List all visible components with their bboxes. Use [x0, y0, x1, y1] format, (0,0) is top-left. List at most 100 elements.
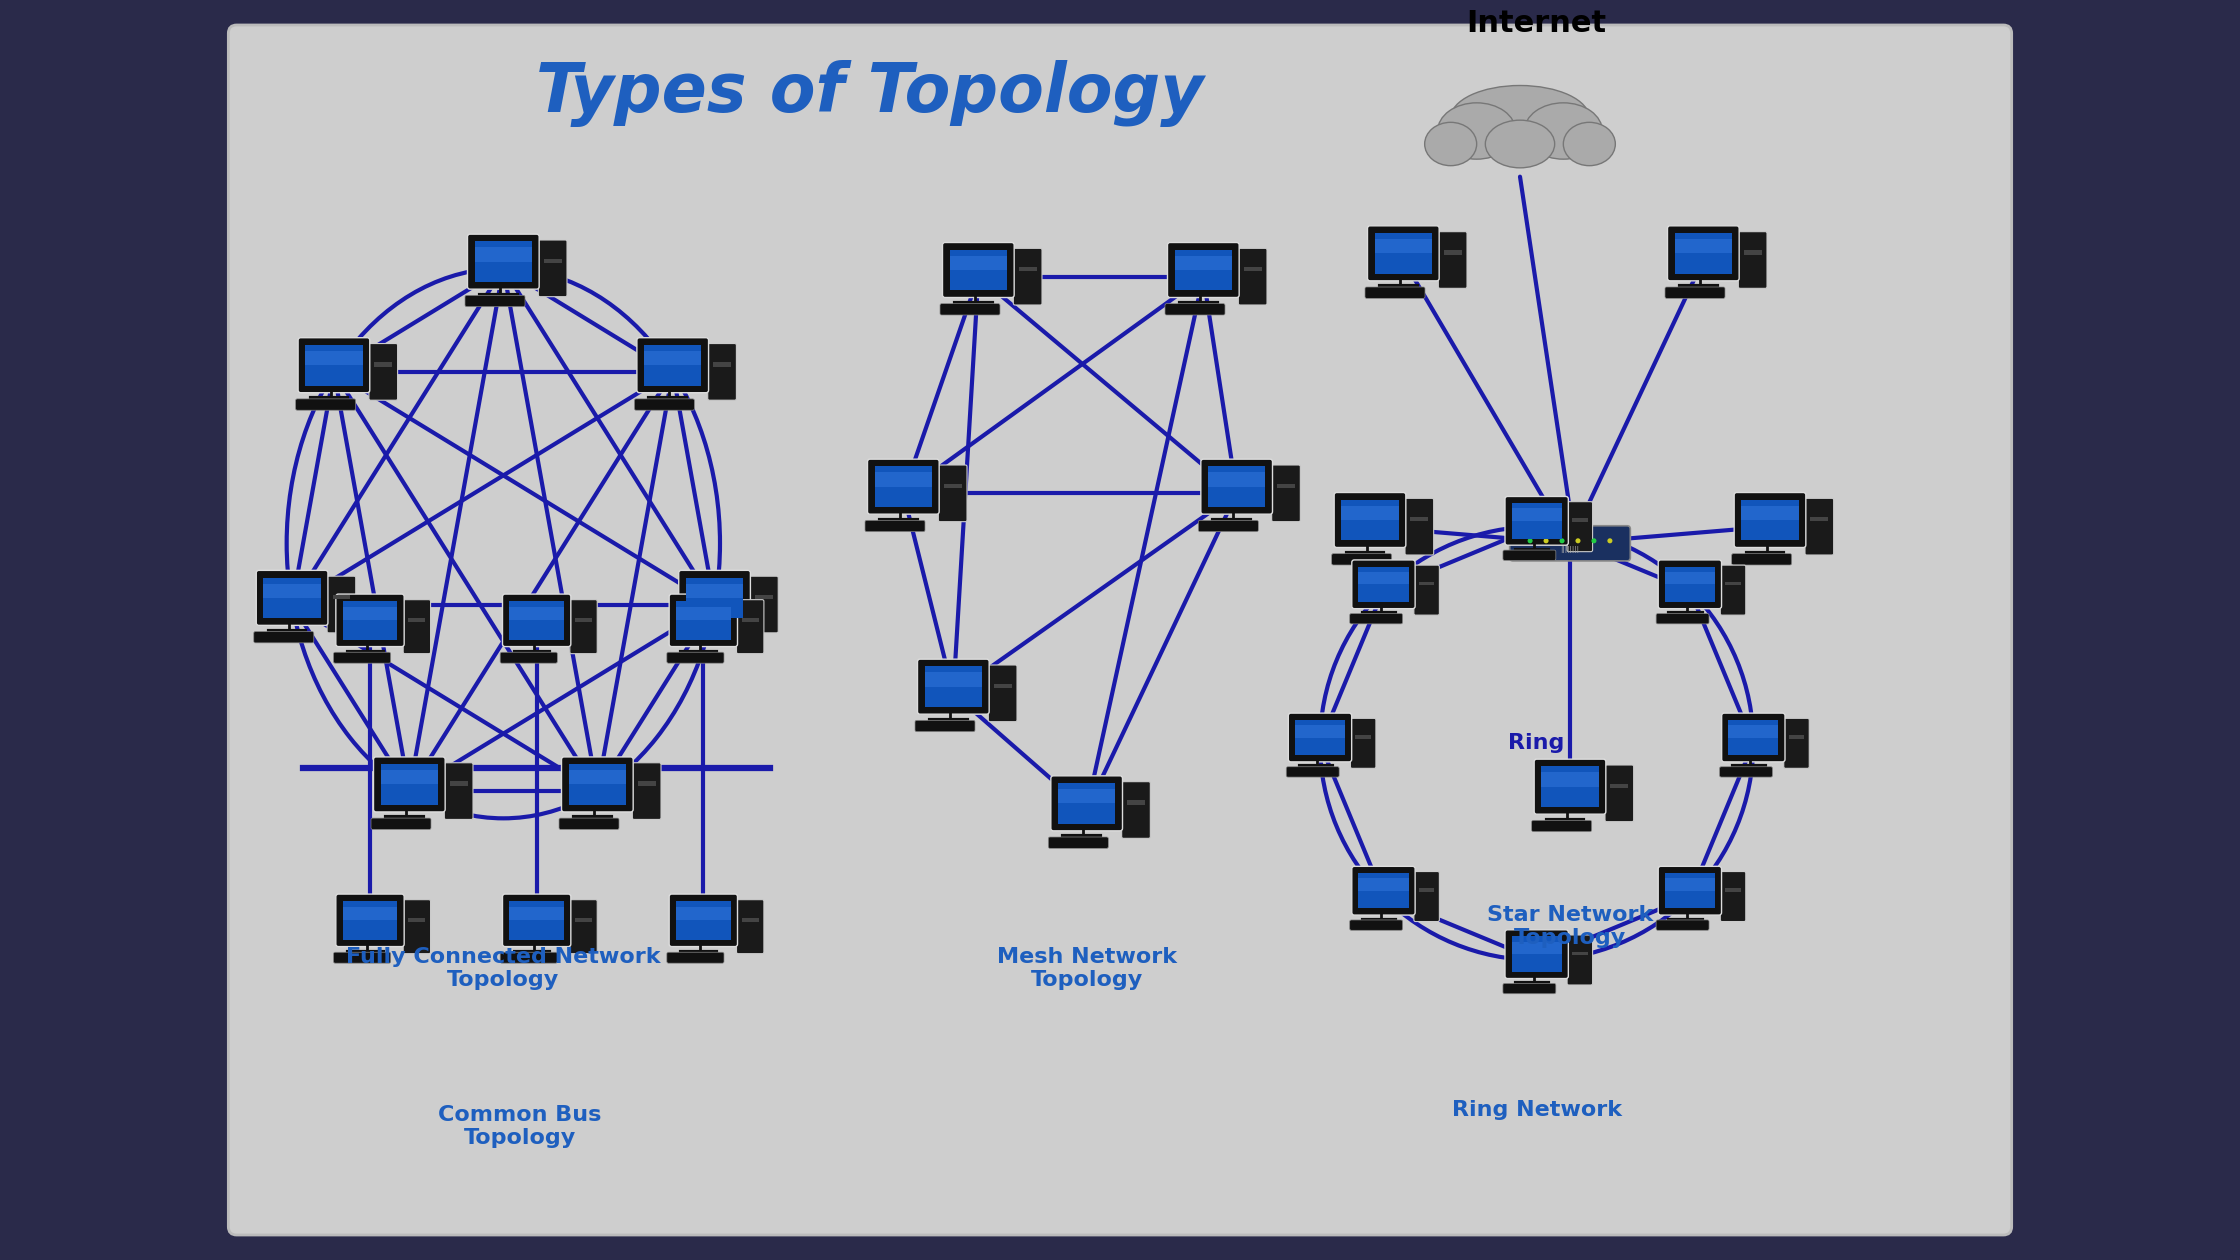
- FancyBboxPatch shape: [1051, 776, 1122, 830]
- Circle shape: [1559, 538, 1564, 543]
- FancyBboxPatch shape: [1207, 466, 1266, 507]
- FancyBboxPatch shape: [1572, 518, 1588, 522]
- FancyBboxPatch shape: [1572, 951, 1588, 955]
- Text: Fully Connected Network
Topology: Fully Connected Network Topology: [347, 946, 661, 990]
- FancyBboxPatch shape: [1658, 867, 1723, 915]
- FancyBboxPatch shape: [1351, 867, 1416, 915]
- FancyBboxPatch shape: [750, 576, 777, 633]
- FancyBboxPatch shape: [1207, 472, 1266, 486]
- FancyBboxPatch shape: [755, 595, 773, 600]
- FancyBboxPatch shape: [408, 617, 426, 621]
- FancyBboxPatch shape: [1167, 242, 1239, 297]
- FancyBboxPatch shape: [1012, 248, 1042, 305]
- FancyBboxPatch shape: [332, 595, 349, 600]
- FancyBboxPatch shape: [228, 25, 2012, 1235]
- FancyBboxPatch shape: [676, 901, 730, 940]
- FancyBboxPatch shape: [941, 304, 999, 315]
- FancyBboxPatch shape: [679, 571, 750, 625]
- FancyBboxPatch shape: [334, 953, 390, 963]
- FancyBboxPatch shape: [925, 667, 981, 707]
- FancyBboxPatch shape: [1664, 878, 1716, 891]
- FancyBboxPatch shape: [576, 917, 591, 921]
- FancyBboxPatch shape: [1272, 465, 1301, 522]
- FancyBboxPatch shape: [508, 901, 564, 940]
- FancyBboxPatch shape: [1810, 517, 1828, 522]
- FancyBboxPatch shape: [988, 665, 1017, 722]
- FancyBboxPatch shape: [562, 757, 634, 811]
- FancyBboxPatch shape: [1664, 287, 1725, 299]
- FancyBboxPatch shape: [668, 653, 724, 663]
- FancyBboxPatch shape: [1342, 500, 1398, 541]
- FancyBboxPatch shape: [1790, 735, 1803, 738]
- FancyBboxPatch shape: [1122, 781, 1151, 838]
- FancyBboxPatch shape: [1505, 496, 1568, 546]
- FancyBboxPatch shape: [1568, 935, 1593, 985]
- Text: Internet: Internet: [1467, 9, 1606, 38]
- FancyBboxPatch shape: [450, 781, 468, 786]
- Circle shape: [1528, 538, 1532, 543]
- FancyBboxPatch shape: [408, 917, 426, 921]
- FancyBboxPatch shape: [1512, 508, 1561, 520]
- FancyBboxPatch shape: [741, 917, 759, 921]
- FancyBboxPatch shape: [1729, 719, 1779, 755]
- FancyBboxPatch shape: [569, 764, 625, 805]
- FancyBboxPatch shape: [950, 256, 1008, 270]
- FancyBboxPatch shape: [374, 363, 392, 367]
- FancyBboxPatch shape: [1720, 872, 1745, 921]
- FancyBboxPatch shape: [1413, 566, 1440, 615]
- FancyBboxPatch shape: [1355, 735, 1371, 738]
- Text: Mesh Network
Topology: Mesh Network Topology: [997, 946, 1176, 990]
- FancyBboxPatch shape: [1723, 713, 1785, 762]
- FancyBboxPatch shape: [914, 721, 974, 732]
- FancyBboxPatch shape: [865, 520, 925, 532]
- FancyBboxPatch shape: [1357, 878, 1409, 891]
- Text: Ring: Ring: [1508, 733, 1566, 753]
- FancyBboxPatch shape: [638, 781, 656, 786]
- FancyBboxPatch shape: [685, 583, 744, 597]
- FancyBboxPatch shape: [1720, 767, 1772, 777]
- FancyBboxPatch shape: [670, 895, 737, 946]
- FancyBboxPatch shape: [995, 684, 1012, 688]
- FancyBboxPatch shape: [569, 770, 625, 785]
- FancyBboxPatch shape: [502, 593, 571, 646]
- FancyBboxPatch shape: [1568, 501, 1593, 552]
- FancyBboxPatch shape: [508, 601, 564, 640]
- FancyBboxPatch shape: [500, 953, 558, 963]
- FancyBboxPatch shape: [1404, 499, 1434, 554]
- FancyBboxPatch shape: [1505, 930, 1568, 979]
- Circle shape: [1608, 538, 1613, 543]
- Text: Star Network
Topology: Star Network Topology: [1487, 905, 1653, 949]
- FancyBboxPatch shape: [1503, 551, 1557, 561]
- FancyBboxPatch shape: [925, 673, 981, 687]
- FancyBboxPatch shape: [918, 659, 990, 714]
- FancyBboxPatch shape: [1295, 719, 1344, 755]
- FancyBboxPatch shape: [737, 900, 764, 954]
- FancyBboxPatch shape: [1366, 226, 1438, 281]
- FancyBboxPatch shape: [264, 577, 320, 619]
- FancyBboxPatch shape: [1351, 614, 1402, 624]
- FancyBboxPatch shape: [950, 249, 1008, 290]
- FancyBboxPatch shape: [1411, 517, 1429, 522]
- FancyBboxPatch shape: [508, 907, 564, 920]
- Ellipse shape: [1452, 86, 1590, 150]
- Text: Types of Topology: Types of Topology: [535, 59, 1203, 127]
- FancyBboxPatch shape: [1664, 567, 1716, 602]
- FancyBboxPatch shape: [1048, 837, 1109, 848]
- FancyBboxPatch shape: [1725, 582, 1740, 586]
- Circle shape: [1590, 538, 1597, 543]
- FancyBboxPatch shape: [1351, 559, 1416, 609]
- FancyBboxPatch shape: [1512, 941, 1561, 954]
- FancyBboxPatch shape: [468, 234, 540, 289]
- FancyBboxPatch shape: [569, 600, 598, 654]
- FancyBboxPatch shape: [1676, 233, 1732, 273]
- FancyBboxPatch shape: [403, 600, 430, 654]
- FancyBboxPatch shape: [444, 762, 473, 819]
- FancyBboxPatch shape: [1740, 505, 1799, 520]
- FancyBboxPatch shape: [544, 258, 562, 263]
- FancyBboxPatch shape: [1331, 553, 1391, 564]
- FancyBboxPatch shape: [336, 895, 403, 946]
- FancyBboxPatch shape: [343, 907, 396, 920]
- Ellipse shape: [1485, 120, 1555, 168]
- FancyBboxPatch shape: [253, 631, 314, 643]
- FancyBboxPatch shape: [634, 399, 694, 411]
